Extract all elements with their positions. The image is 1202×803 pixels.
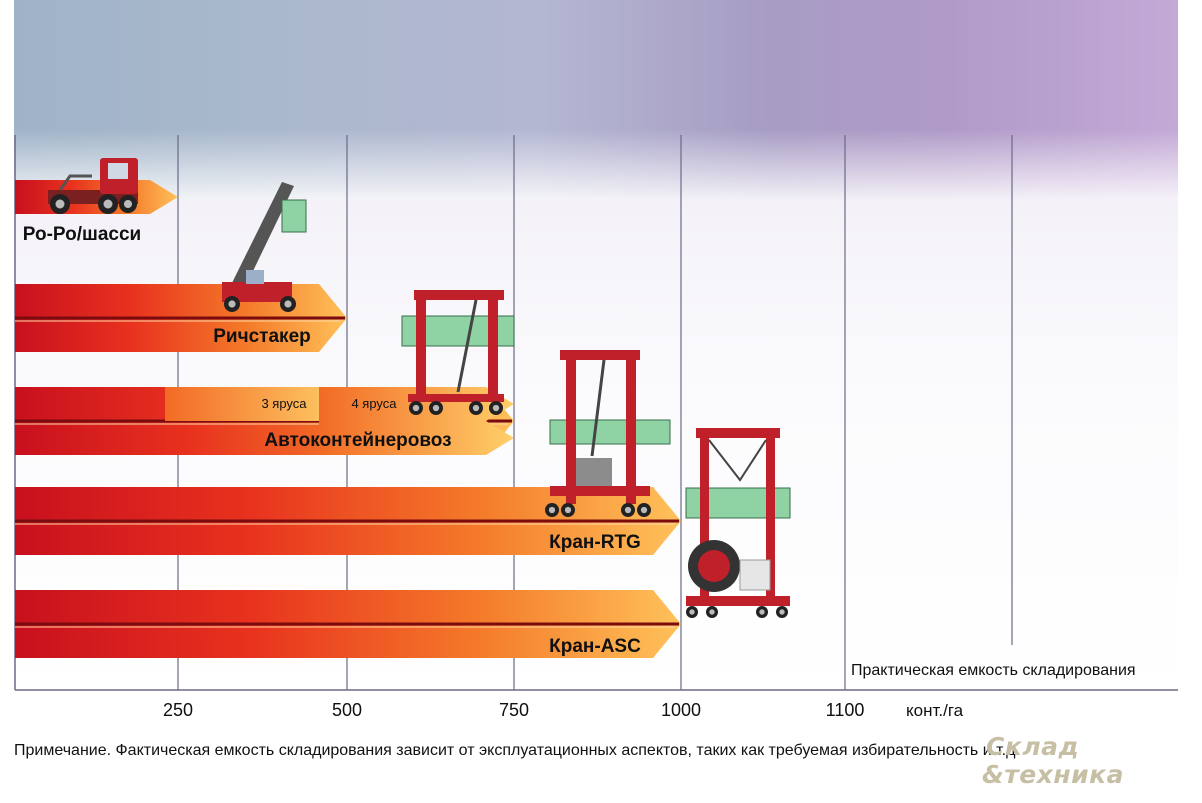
straddle-wheel-2-hub (432, 404, 440, 412)
segment-3-tier (165, 387, 347, 421)
rtg-wheel-2-hub (564, 506, 572, 514)
category-label-5: Кран-ASC (549, 636, 641, 657)
tick-label-750: 750 (499, 700, 529, 720)
straddle-ladder (456, 299, 478, 393)
category-label-2: Ричстакер (213, 326, 311, 347)
port-background-photo (14, 0, 1178, 235)
segment-label-3: 3 яруса (261, 396, 307, 411)
category-label-1: Ро-Ро/шасси (23, 224, 141, 245)
rtg-leg-right (626, 356, 636, 504)
tractor-wheel-3-hub (123, 199, 133, 209)
straddle-top-beam (414, 290, 504, 300)
straddle-leg-right (488, 296, 498, 400)
rtg-wheel-4-hub (640, 506, 648, 514)
straddle-carrier-illustration (401, 290, 515, 415)
capacity-chart: Ро-Ро/шасси Ричстакер Автоконтейнеровоз Кра… (14, 135, 1178, 720)
rtg-wheel-1-hub (548, 506, 556, 514)
stacker-body (222, 282, 292, 302)
x-axis-label: конт./га (906, 701, 964, 720)
tractor-wheel-2-hub (103, 199, 113, 209)
straddle-leg-left (416, 296, 426, 400)
tractor-coupling (58, 174, 92, 191)
asc-leg-left (700, 434, 709, 604)
segment-4-tier-lower (319, 421, 514, 455)
category-label-3: Автоконтейнеровоз (264, 430, 451, 451)
segment-label-4: 4 яруса (351, 396, 397, 411)
stacker-wheel-2-hub (284, 300, 292, 308)
straddle-wheel-4-hub (492, 404, 500, 412)
asc-cable (708, 439, 767, 482)
tractor-window (108, 163, 128, 179)
category-label-4: Кран-RTG (549, 532, 641, 553)
rtg-stair (590, 359, 606, 457)
straddle-wheel-3-hub (472, 404, 480, 412)
asc-wheel-3-hub (759, 609, 765, 615)
asc-top-beam (696, 428, 780, 438)
stacker-container (281, 199, 307, 233)
asc-electric-room (739, 559, 771, 591)
logo-line1: Склад (986, 732, 1080, 761)
tractor-wheel-1-hub (55, 199, 65, 209)
asc-crane-illustration (685, 428, 791, 618)
asc-leg-right (766, 434, 775, 604)
rtg-engine (576, 458, 612, 486)
tractor-illustration (48, 158, 138, 214)
tick-label-1000: 1000 (661, 700, 701, 720)
asc-wheel-4-hub (779, 609, 785, 615)
magazine-logo: Склад &техника (982, 730, 1192, 794)
rtg-bottom-beam (550, 486, 650, 496)
stacker-boom (226, 182, 294, 298)
asc-wheel-1-hub (689, 609, 695, 615)
straddle-bottom-beam (408, 394, 504, 402)
zone-label: Практическая емкость складирования (851, 662, 1136, 679)
rtg-top-beam (560, 350, 640, 360)
tick-label-250: 250 (163, 700, 193, 720)
footnote: Примечание. Фактическая емкость складиро… (14, 742, 1020, 759)
straddle-wheel-1-hub (412, 404, 420, 412)
stacker-wheel-1-hub (228, 300, 236, 308)
tick-label-500: 500 (332, 700, 362, 720)
reach-stacker-illustration (222, 182, 307, 312)
asc-wheel-2-hub (709, 609, 715, 615)
rtg-leg-left (566, 356, 576, 504)
rtg-wheel-3-hub (624, 506, 632, 514)
asc-bottom-beam (686, 596, 790, 606)
rtg-crane-illustration (545, 350, 671, 517)
tick-label-1100: 1100 (826, 700, 865, 720)
logo-line2: &техника (982, 760, 1125, 789)
asc-cable-reel-inner (698, 550, 730, 582)
stacker-cab (246, 270, 264, 284)
